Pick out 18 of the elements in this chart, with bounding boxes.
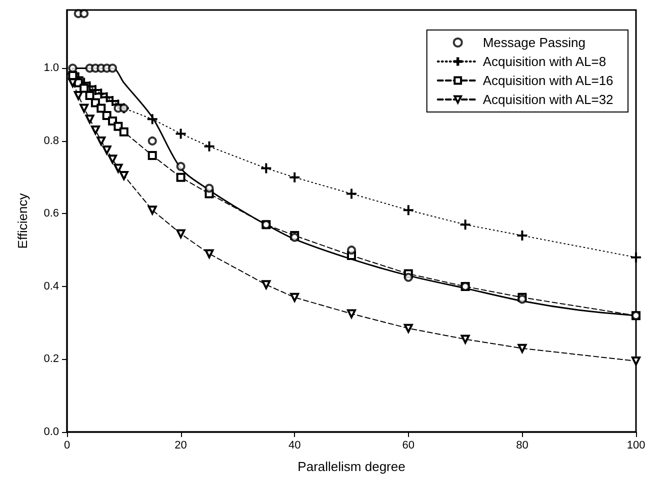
y-tick-label: 0.6 [44, 208, 59, 220]
y-tick-label: 0.4 [44, 280, 59, 292]
legend-label: Acquisition with AL=8 [482, 54, 606, 69]
y-tick-label: 0.2 [44, 353, 59, 366]
x-tick-label: 80 [516, 440, 528, 452]
x-tick-label: 60 [402, 440, 415, 452]
x-tick-label: 100 [626, 440, 646, 452]
x-tick-label: 0 [64, 440, 70, 452]
legend-label: Message Passing [482, 35, 586, 50]
y-axis-title: Efficiency [15, 192, 30, 249]
y-tick-label: 0.0 [44, 426, 59, 438]
legend-label: Acquisition with AL=16 [482, 73, 614, 88]
x-axis-title: Parallelism degree [298, 459, 406, 474]
y-tick-label: 0.8 [44, 134, 59, 147]
x-tick-label: 20 [174, 440, 187, 452]
legend-label: Acquisition with AL=32 [482, 92, 614, 107]
x-tick-label: 40 [288, 440, 301, 452]
y-tick-label: 1.0 [44, 62, 59, 74]
